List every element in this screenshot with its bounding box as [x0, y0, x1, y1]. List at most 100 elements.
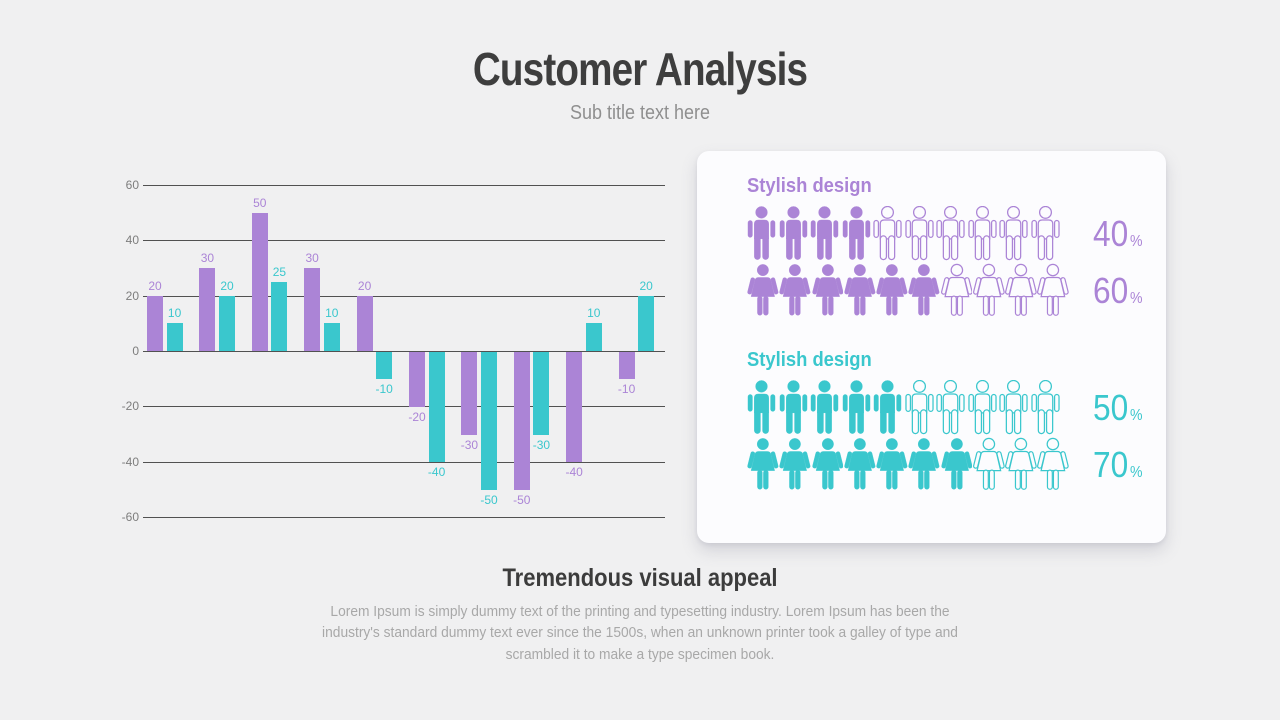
people-icons	[747, 379, 1069, 436]
bar-value-label: 10	[167, 306, 182, 321]
bar-value-label: 20	[639, 278, 653, 293]
bar-value-label: 10	[587, 306, 601, 321]
percent-value: 50%	[1093, 386, 1143, 428]
chart-gridline	[143, 517, 665, 518]
bar-value-label: -50	[480, 492, 498, 507]
people-row-male: 50%	[747, 379, 1166, 436]
chart-gridline	[143, 351, 665, 352]
section-heading: Stylish design	[747, 349, 872, 371]
percent-symbol: %	[1130, 232, 1143, 250]
person-male-icon	[904, 205, 934, 260]
percent-symbol: %	[1130, 289, 1143, 307]
y-axis-tick-label: 40	[125, 233, 139, 248]
person-female-icon	[1037, 263, 1069, 316]
bar-series-teal-0	[166, 323, 183, 351]
person-female-icon	[908, 437, 940, 489]
person-male-icon	[999, 205, 1028, 260]
person-male-icon	[779, 205, 807, 260]
bar-series-purple-6	[461, 351, 478, 435]
person-male-icon	[747, 205, 776, 260]
person-male-icon	[747, 379, 776, 434]
person-female-icon	[940, 263, 973, 316]
person-female-icon	[908, 263, 940, 315]
person-female-icon	[811, 437, 843, 489]
percent-number: 60	[1093, 269, 1129, 311]
person-female-icon	[779, 263, 811, 315]
bar-value-label: 20	[357, 278, 372, 293]
person-female-icon	[1005, 263, 1037, 316]
person-male-icon	[904, 379, 934, 434]
person-female-icon	[811, 263, 843, 315]
person-female-icon	[940, 437, 972, 489]
bar-series-teal-6	[481, 351, 497, 490]
person-female-icon	[1037, 437, 1069, 490]
percent-symbol: %	[1130, 406, 1143, 424]
bar-series-purple-4	[356, 295, 373, 351]
bar-value-label: 30	[200, 251, 215, 265]
bar-series-teal-4	[376, 351, 393, 380]
person-female-icon	[972, 437, 1005, 490]
bar-value-label: -10	[617, 382, 636, 397]
slide-header: Customer Analysis Sub title text here	[0, 42, 1280, 125]
person-female-icon	[844, 437, 876, 489]
bar-value-label: -30	[460, 437, 479, 452]
y-axis-tick-label: -60	[121, 510, 139, 524]
page-title: Customer Analysis	[472, 43, 808, 95]
bar-value-label: -30	[532, 437, 551, 452]
bar-series-purple-1	[199, 268, 216, 351]
panel-section-1: Stylish design	[747, 349, 1166, 493]
percent-value: 60%	[1093, 269, 1143, 311]
section-heading: Stylish design	[747, 175, 872, 197]
person-male-icon	[810, 205, 839, 260]
slide-footer: Tremendous visual appeal Lorem Ipsum is …	[0, 564, 1280, 666]
person-female-icon	[972, 263, 1005, 316]
person-female-icon	[1005, 437, 1037, 490]
infographic-card: Stylish design	[697, 151, 1166, 543]
person-male-icon	[967, 205, 997, 260]
percent-value: 40%	[1093, 215, 1143, 252]
people-row-male: 40%	[747, 205, 1166, 262]
person-female-icon	[747, 437, 779, 489]
percent-number: 50	[1093, 386, 1129, 428]
percent-number: 70	[1093, 443, 1129, 485]
bar-series-teal-1	[219, 295, 235, 351]
people-icons	[747, 437, 1069, 493]
person-male-icon	[936, 205, 965, 260]
person-male-icon	[779, 379, 807, 434]
footer-heading: Tremendous visual appeal	[502, 564, 778, 592]
bar-series-teal-3	[323, 323, 340, 351]
footer-body: Lorem Ipsum is simply dummy text of the …	[322, 604, 958, 663]
person-male-icon	[842, 205, 870, 260]
person-male-icon	[1030, 205, 1060, 260]
page-subtitle: Sub title text here	[569, 102, 711, 124]
person-female-icon	[876, 263, 908, 315]
bar-value-label: -40	[565, 465, 583, 480]
bar-value-label: 10	[325, 306, 339, 321]
y-axis-tick-label: 20	[125, 288, 139, 303]
person-male-icon	[1030, 379, 1060, 434]
bar-chart: 60 40 20 0 -20 -40 -60 20 30 50 30 20 -20 -30 -50 -40 -1…	[115, 178, 666, 528]
chart-gridline	[143, 240, 665, 242]
y-axis-tick-label: 60	[125, 178, 139, 192]
chart-gridline	[143, 406, 665, 408]
y-axis-tick-label: 0	[132, 344, 139, 358]
bar-series-purple-2	[251, 212, 268, 351]
percent-symbol: %	[1130, 463, 1143, 481]
person-male-icon	[873, 205, 902, 260]
person-male-icon	[842, 379, 870, 434]
person-female-icon	[779, 437, 811, 489]
panel-sections: Stylish design	[747, 175, 1166, 493]
person-male-icon	[999, 379, 1028, 434]
bar-value-label: 25	[272, 264, 287, 279]
person-female-icon	[844, 263, 876, 315]
people-row-female: 60%	[747, 262, 1166, 319]
bar-series-purple-8	[566, 351, 583, 463]
bar-series-teal-2	[271, 281, 288, 351]
bar-series-teal-8	[585, 323, 602, 351]
y-axis-tick-label: -20	[121, 399, 139, 414]
bar-value-label: 20	[220, 278, 234, 293]
bar-series-purple-0	[147, 295, 163, 351]
bar-series-purple-7	[513, 351, 530, 490]
person-female-icon	[747, 263, 779, 315]
